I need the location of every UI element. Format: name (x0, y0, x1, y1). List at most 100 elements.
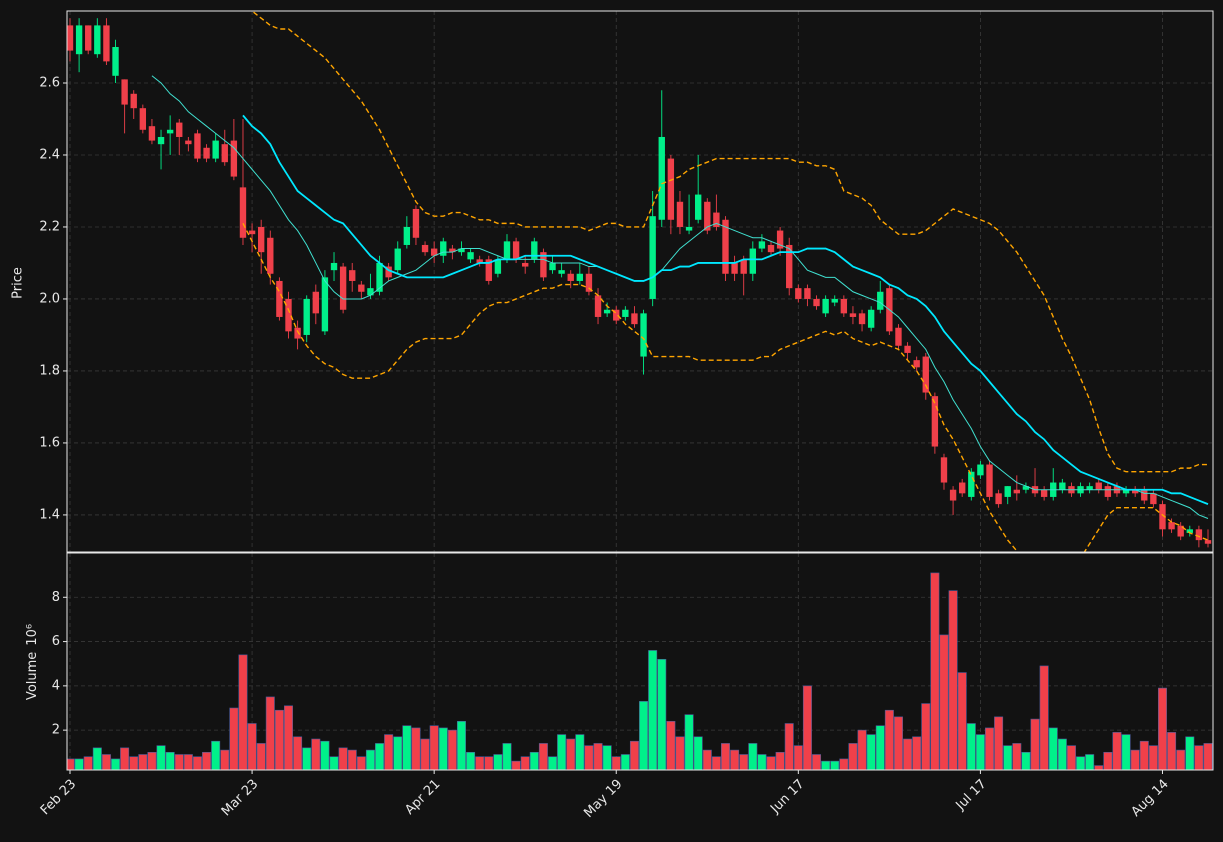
candle-body (776, 230, 784, 249)
y-tick-label: 2.0 (39, 291, 60, 306)
candle-body (731, 262, 738, 274)
volume-bar (1194, 745, 1204, 770)
volume-bar (538, 743, 548, 770)
candle-body (294, 327, 301, 339)
candle-body (786, 244, 793, 289)
candle-body (1131, 489, 1139, 494)
candle-body (613, 309, 620, 321)
volume-bar (329, 756, 339, 770)
volume-bar (975, 734, 985, 770)
candle-body (986, 464, 993, 497)
volume-bar (1003, 745, 1013, 770)
volume-bar (848, 743, 858, 770)
volume-bar (985, 727, 994, 770)
volume-bar (1021, 751, 1031, 770)
candle-body (94, 25, 101, 55)
volume-bar (1203, 743, 1213, 770)
y-tick-label: 1.6 (39, 435, 60, 450)
y-tick-label: 2.4 (39, 147, 60, 162)
volume-bar (156, 745, 166, 770)
candle-body (858, 313, 866, 325)
volume-bar (639, 701, 649, 770)
volume-bar (1030, 718, 1040, 770)
candle-body (913, 360, 920, 368)
volume-bar (675, 736, 685, 770)
candle-body (540, 252, 547, 278)
volume-bar (930, 572, 940, 770)
candle-body (922, 356, 929, 393)
candle-body (649, 216, 656, 299)
candle-body (549, 262, 556, 271)
y-tick-label: 4 (52, 678, 60, 693)
candle-body (330, 262, 338, 271)
candle-body (1040, 489, 1048, 497)
candle-body (476, 259, 483, 263)
candle-body (257, 226, 265, 253)
candle-body (376, 262, 383, 292)
volume-bar (347, 749, 357, 770)
candle-body (75, 25, 83, 55)
volume-bar (739, 754, 749, 770)
volume-bar (730, 749, 740, 770)
volume-bar (1185, 736, 1195, 770)
volume-bar (1139, 740, 1149, 770)
candle-body (522, 262, 529, 267)
volume-bar (165, 751, 175, 770)
candle-body (139, 108, 147, 130)
candle-body (1059, 482, 1066, 490)
candle-body (248, 230, 256, 235)
candle-body (531, 241, 538, 260)
candle-body (1004, 486, 1011, 497)
volume-bar (802, 685, 812, 770)
volume-bar (884, 709, 894, 770)
price-frame (66, 10, 1214, 553)
volume-bar (1148, 745, 1158, 770)
candle-body (103, 25, 110, 62)
candle-body (303, 298, 310, 335)
candle-body (849, 313, 857, 317)
volume-bar (356, 756, 366, 770)
volume-bar (120, 747, 130, 770)
candle-body (276, 280, 283, 317)
volume-bar (611, 756, 621, 770)
volume-bar (857, 729, 867, 770)
volume-frame (66, 552, 1214, 771)
volume-bar (456, 720, 466, 770)
candle-body (1159, 504, 1166, 530)
volume-bar (584, 745, 594, 770)
volume-bar (893, 716, 903, 770)
volume-bar (520, 756, 530, 770)
volume-bar (311, 738, 321, 770)
candle-body (157, 136, 165, 145)
volume-plot (67, 572, 1213, 770)
volume-bar (420, 738, 430, 770)
candle-body (148, 126, 156, 141)
candle-body (1086, 486, 1093, 490)
candle-body (713, 212, 720, 227)
y-tick-label: 6 (52, 634, 60, 649)
volume-bar (1057, 738, 1067, 770)
volume-bar (948, 590, 958, 770)
volume-bar (365, 749, 375, 770)
volume-bar (511, 760, 521, 770)
volume-bar (830, 760, 840, 770)
volume-bar (1048, 727, 1058, 770)
candle-body (285, 298, 292, 332)
volume-bar (438, 727, 448, 770)
volume-bar (101, 754, 111, 770)
candle-body (503, 241, 511, 260)
volume-bar (748, 743, 758, 770)
candle-body (1013, 489, 1021, 494)
candle-body (895, 327, 902, 346)
volume-bar (1039, 665, 1049, 770)
volume-bar (447, 729, 457, 770)
volume-bar (1076, 756, 1086, 770)
volume-bar (548, 756, 557, 770)
candle-body (667, 158, 675, 220)
candle-body (358, 284, 365, 292)
candle-body (558, 270, 565, 274)
volume-bar (921, 703, 931, 770)
candle-body (367, 288, 374, 296)
volume-bar (229, 707, 239, 770)
candle-body (995, 493, 1002, 505)
